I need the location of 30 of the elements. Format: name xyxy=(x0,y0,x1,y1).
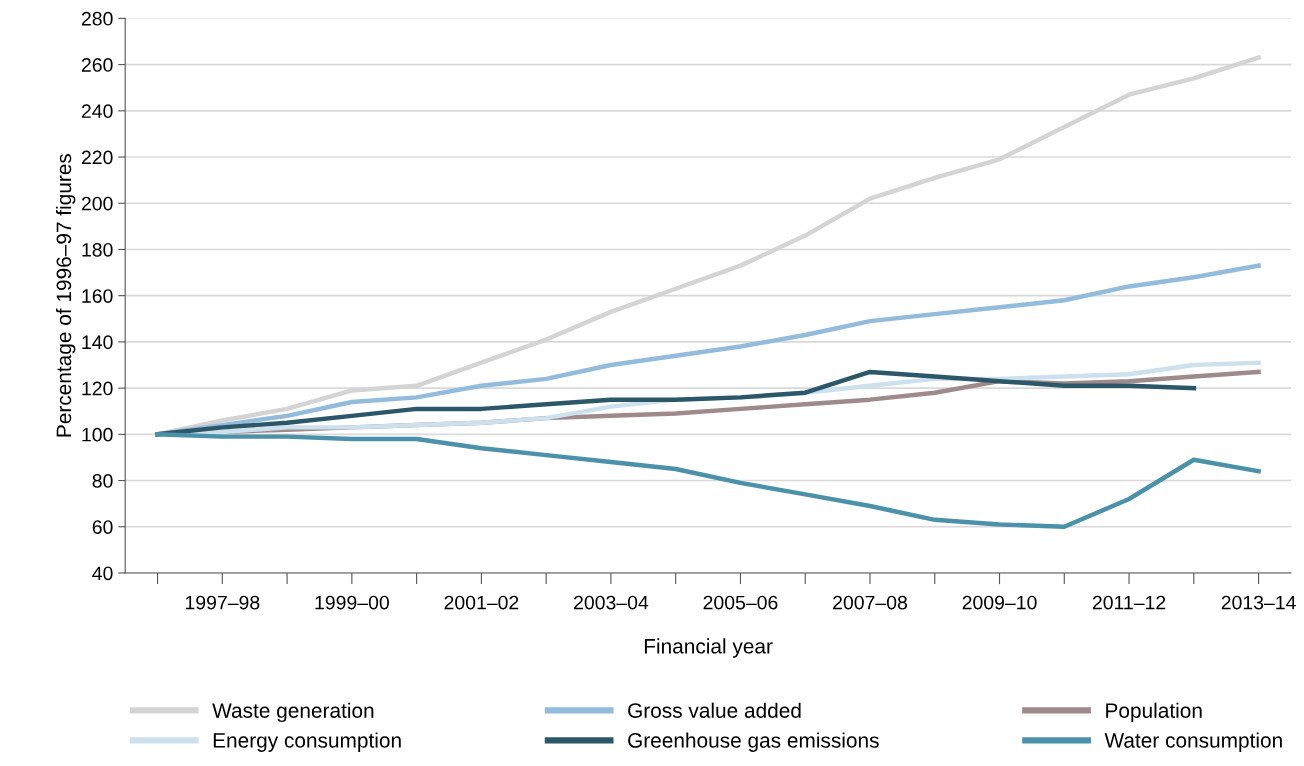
y-tick-label: 120 xyxy=(82,381,113,396)
legend-label: Water consumption xyxy=(1104,732,1282,752)
y-tick-label: 140 xyxy=(82,335,113,350)
y-axis-title: Percentage of 1996–97 figures xyxy=(55,153,76,437)
x-tick-label: 1999–00 xyxy=(315,595,389,610)
x-tick-label: 1997–98 xyxy=(185,595,260,610)
legend-label: Waste generation xyxy=(212,702,374,723)
x-tick-label: 2007–08 xyxy=(833,595,907,610)
y-tick-label: 240 xyxy=(81,104,113,119)
legend-label: Greenhouse gas emissions xyxy=(628,732,879,752)
y-tick-label: 200 xyxy=(81,196,113,211)
y-tick-label: 280 xyxy=(81,11,113,26)
legend-label: Population xyxy=(1106,702,1202,723)
y-tick-label: 100 xyxy=(82,427,113,442)
legend-label: Energy consumption xyxy=(213,732,401,752)
x-tick-label: 2001–02 xyxy=(444,595,519,610)
y-tick-label: 260 xyxy=(81,58,113,72)
y-tick-label: 220 xyxy=(81,150,113,165)
x-tick-label: 2003–04 xyxy=(574,595,649,610)
y-tick-label: 160 xyxy=(82,289,113,303)
x-axis-title: Financial year xyxy=(644,638,773,658)
legend-label: Gross value added xyxy=(628,702,801,718)
x-tick-label: 2013–14 xyxy=(1221,595,1296,610)
y-tick-label: 80 xyxy=(92,474,113,488)
y-tick-label: 40 xyxy=(92,566,113,581)
y-tick-label: 60 xyxy=(92,520,113,534)
y-tick-label: 180 xyxy=(82,242,113,257)
x-tick-label: 2005–06 xyxy=(703,595,778,610)
x-tick-label: 2009–10 xyxy=(962,595,1037,610)
x-tick-label: 2011–12 xyxy=(1092,595,1166,610)
